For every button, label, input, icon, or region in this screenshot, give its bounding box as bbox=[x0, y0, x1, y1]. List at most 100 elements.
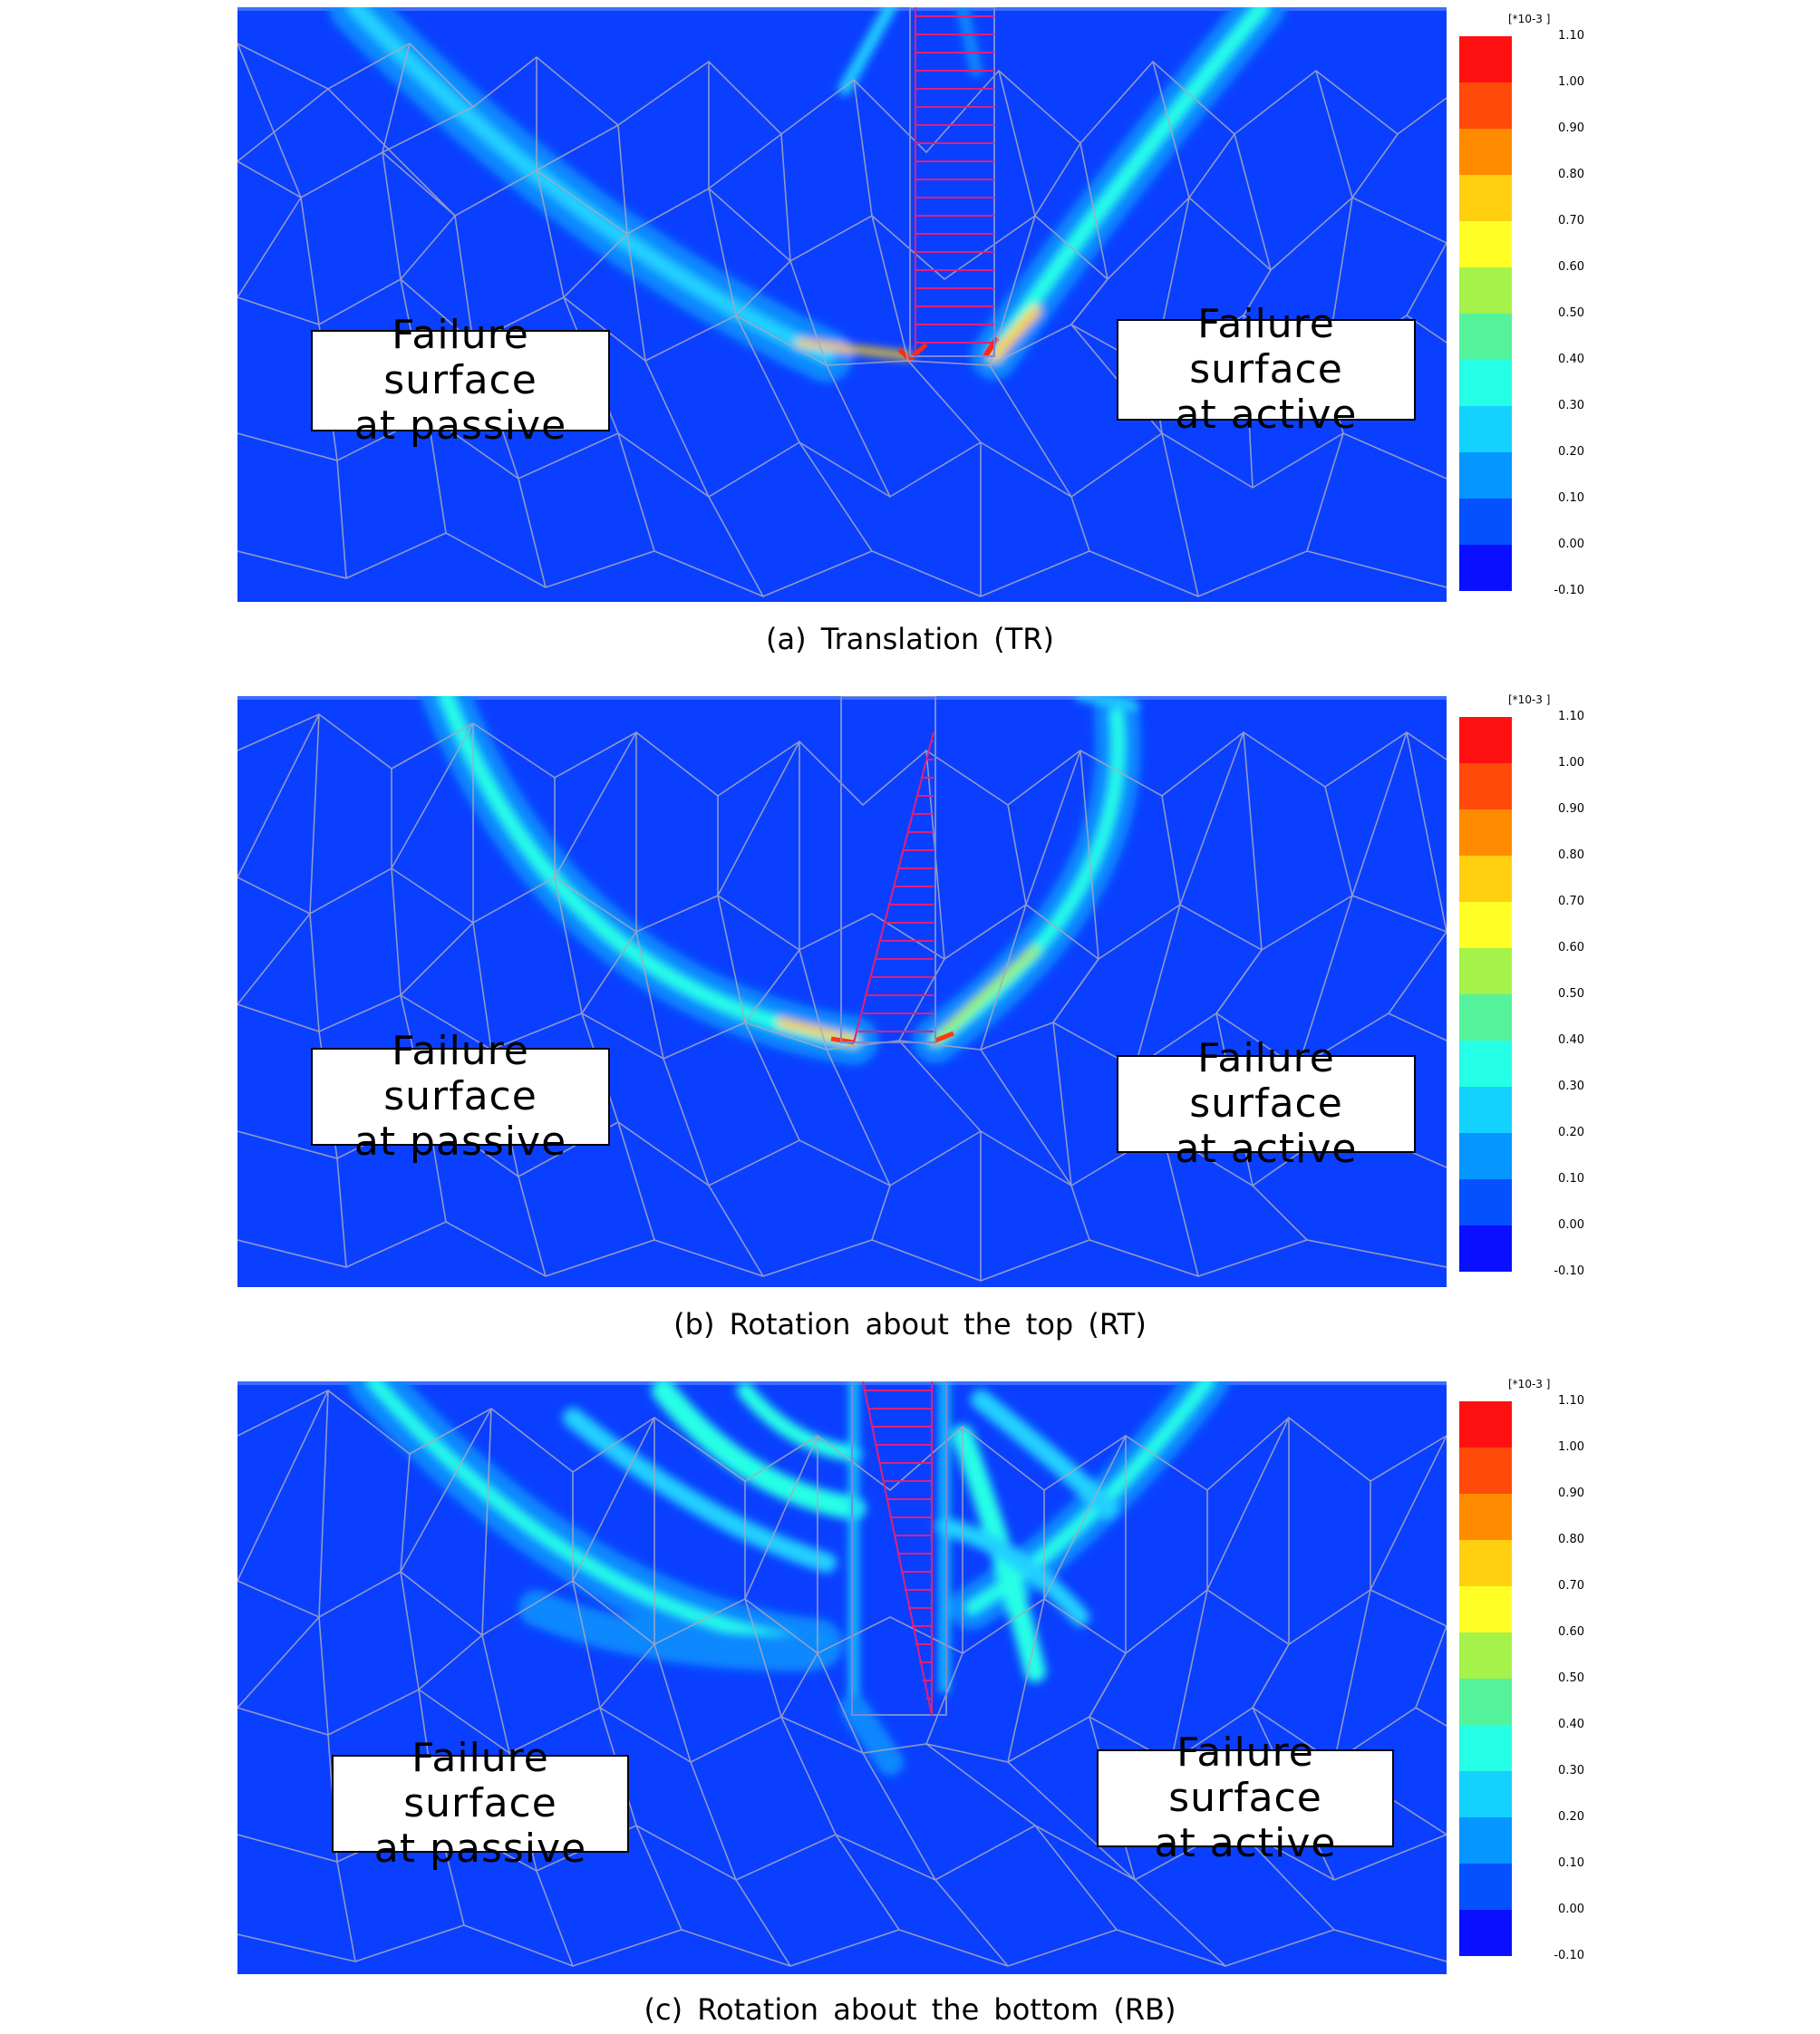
colorbar-tick-label: 0.40 bbox=[1558, 1718, 1584, 1731]
colorbar-swatch bbox=[1459, 1133, 1512, 1179]
colorbar-swatch bbox=[1459, 1817, 1512, 1864]
colorbar-swatch bbox=[1459, 1540, 1512, 1586]
colorbar-swatch bbox=[1459, 1632, 1512, 1679]
colorbar-swatch bbox=[1459, 1494, 1512, 1540]
caption-a: (a) Translation (TR) bbox=[765, 622, 1055, 656]
colorbar-tick-label: 0.50 bbox=[1558, 1671, 1584, 1685]
colorbar-tick-label: 0.50 bbox=[1558, 306, 1584, 320]
colorbar-swatch bbox=[1459, 809, 1512, 856]
colorbar-swatch bbox=[1459, 1041, 1512, 1087]
passive-label-line1: Failure surface bbox=[383, 312, 537, 403]
colorbar-swatch bbox=[1459, 1087, 1512, 1133]
passive-label-line2: at passive bbox=[353, 1119, 567, 1165]
passive-label-line1: Failure surface bbox=[383, 1028, 537, 1119]
colorbar-swatch bbox=[1459, 717, 1512, 763]
colorbar-swatch bbox=[1459, 763, 1512, 809]
colorbar-swatch bbox=[1459, 948, 1512, 994]
mesh-c bbox=[237, 1381, 1447, 1967]
colorbar-tick-label: 0.30 bbox=[1558, 399, 1584, 412]
colorbar-swatch bbox=[1459, 1771, 1512, 1817]
colorbar-tick-label: -0.10 bbox=[1554, 1949, 1584, 1962]
active-callout-a: Failure surface at active bbox=[1117, 302, 1416, 438]
colorbar-tick-label: 0.20 bbox=[1558, 445, 1584, 459]
colorbar-tick-label: 0.20 bbox=[1558, 1810, 1584, 1824]
colorbar-swatch bbox=[1459, 1401, 1512, 1448]
colorbar-tick-label: 0.80 bbox=[1558, 848, 1584, 862]
colorbar-swatch bbox=[1459, 994, 1512, 1041]
colorbar-tick-label: 0.90 bbox=[1558, 121, 1584, 135]
colorbar-tick-label: 1.00 bbox=[1558, 1440, 1584, 1454]
colorbar-swatch bbox=[1459, 1864, 1512, 1910]
colorbar-tick-label: 1.10 bbox=[1558, 710, 1584, 723]
colorbar-tick-label: 1.10 bbox=[1558, 29, 1584, 43]
colorbar-tick-label: 0.90 bbox=[1558, 1487, 1584, 1500]
colorbar-swatch bbox=[1459, 499, 1512, 545]
colorbar-swatch bbox=[1459, 1910, 1512, 1956]
colorbar-tick-label: 0.50 bbox=[1558, 987, 1584, 1001]
colorbar-tick-label: 0.40 bbox=[1558, 1033, 1584, 1047]
colorbar-swatch bbox=[1459, 221, 1512, 267]
active-label-line1: Failure surface bbox=[1189, 1035, 1343, 1127]
colorbar-tick-label: 0.80 bbox=[1558, 1533, 1584, 1546]
colorbar-swatch bbox=[1459, 1448, 1512, 1494]
contour-plot-c: Failure surface at passive Failure surfa… bbox=[237, 1381, 1447, 1974]
colorbar-swatch bbox=[1459, 406, 1512, 452]
colorbar-tick-label: 1.00 bbox=[1558, 756, 1584, 770]
colorbar-unit: [*10-3 ] bbox=[1508, 693, 1551, 706]
contour-plot-b: Failure surface at passive Failure surfa… bbox=[237, 696, 1447, 1287]
contour-plot-a: Failure surface at passive Failure surfa… bbox=[237, 7, 1447, 602]
colorbar-tick-label: 0.30 bbox=[1558, 1080, 1584, 1093]
colorbar-tick-label: -0.10 bbox=[1554, 1264, 1584, 1278]
passive-callout-a: Failure surface at passive bbox=[311, 313, 610, 449]
colorbar-tick-label: 0.00 bbox=[1558, 538, 1584, 551]
colorbar-tick-label: 0.60 bbox=[1558, 260, 1584, 274]
colorbar-tick-label: 0.10 bbox=[1558, 1172, 1584, 1186]
colorbar-swatch bbox=[1459, 1679, 1512, 1725]
colorbar-tick-label: 0.60 bbox=[1558, 941, 1584, 954]
colorbar-tick-label: 0.10 bbox=[1558, 491, 1584, 505]
colorbar-swatch bbox=[1459, 314, 1512, 360]
colorbar-tick-label: 0.70 bbox=[1558, 214, 1584, 228]
colorbar-tick-label: 0.60 bbox=[1558, 1625, 1584, 1639]
colorbar-swatch bbox=[1459, 452, 1512, 499]
passive-label-line2: at passive bbox=[353, 402, 567, 449]
mesh-a bbox=[237, 7, 1447, 597]
caption-b: (b) Rotation about the top (RT) bbox=[673, 1307, 1147, 1341]
colorbar-unit: [*10-3 ] bbox=[1508, 1378, 1551, 1390]
active-label-line1: Failure surface bbox=[1168, 1729, 1322, 1821]
passive-callout-c: Failure surface at passive bbox=[332, 1736, 629, 1872]
caption-c: (c) Rotation about the bottom (RB) bbox=[644, 1992, 1176, 2027]
colorbar-tick-label: 0.90 bbox=[1558, 802, 1584, 816]
colorbar-tick-label: 0.10 bbox=[1558, 1856, 1584, 1870]
colorbar-swatch bbox=[1459, 1225, 1512, 1272]
active-label-line1: Failure surface bbox=[1189, 301, 1343, 392]
colorbar-unit: [*10-3 ] bbox=[1508, 13, 1551, 25]
mesh-b bbox=[237, 696, 1447, 1282]
colorbar-tick-label: 0.70 bbox=[1558, 895, 1584, 908]
active-label-line2: at active bbox=[1175, 1126, 1358, 1172]
colorbar-tick-label: 1.00 bbox=[1558, 75, 1584, 89]
colorbar-tick-label: 1.10 bbox=[1558, 1394, 1584, 1408]
colorbar-swatch bbox=[1459, 1586, 1512, 1632]
passive-label-line1: Failure surface bbox=[403, 1735, 557, 1826]
passive-label-line2: at passive bbox=[373, 1826, 587, 1872]
colorbar-tick-label: 0.30 bbox=[1558, 1764, 1584, 1777]
colorbar-tick-label: 0.00 bbox=[1558, 1903, 1584, 1916]
colorbar-swatch bbox=[1459, 902, 1512, 948]
passive-callout-b: Failure surface at passive bbox=[311, 1029, 610, 1165]
active-callout-c: Failure surface at active bbox=[1097, 1730, 1394, 1866]
colorbar-tick-label: 0.70 bbox=[1558, 1579, 1584, 1593]
colorbar-tick-label: 0.40 bbox=[1558, 353, 1584, 366]
colorbar-swatch bbox=[1459, 1725, 1512, 1771]
colorbar-swatch bbox=[1459, 36, 1512, 82]
active-label-line2: at active bbox=[1154, 1820, 1337, 1866]
active-callout-b: Failure surface at active bbox=[1117, 1036, 1416, 1172]
colorbar-swatch bbox=[1459, 175, 1512, 221]
colorbar-swatch bbox=[1459, 82, 1512, 129]
colorbar-tick-label: 0.20 bbox=[1558, 1126, 1584, 1139]
colorbar-tick-label: 0.80 bbox=[1558, 168, 1584, 181]
colorbar-swatch bbox=[1459, 545, 1512, 591]
active-label-line2: at active bbox=[1175, 392, 1358, 438]
colorbar-swatch bbox=[1459, 1179, 1512, 1225]
colorbar-tick-label: -0.10 bbox=[1554, 584, 1584, 597]
